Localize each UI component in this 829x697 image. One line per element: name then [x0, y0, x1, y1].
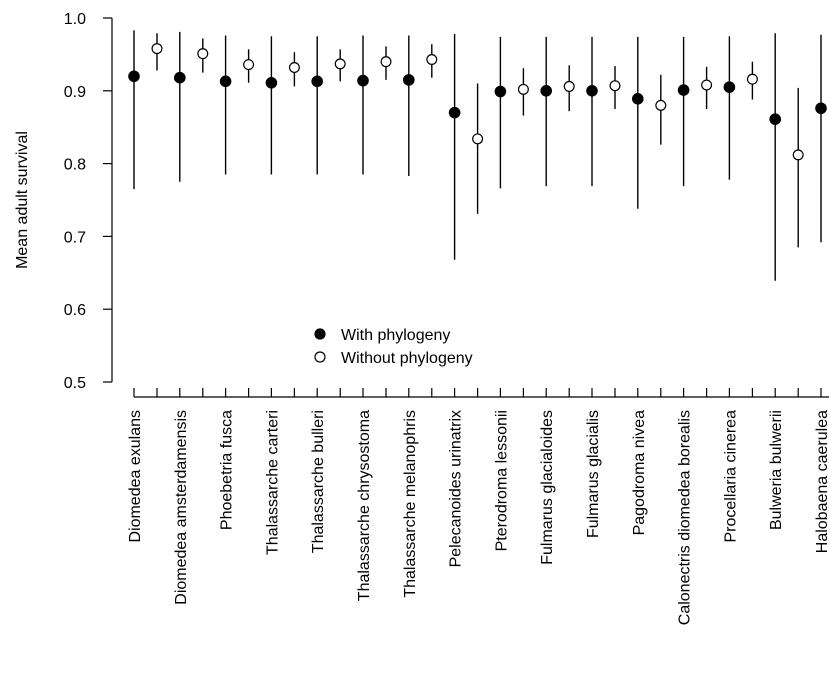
- x-axis: Diomedea exulans Diomedea amsterdamensis P…: [127, 388, 829, 625]
- point-without-phylogeny-calonectris-diomedea-borealis: [701, 79, 713, 91]
- point-with-phylogeny-thalassarche-melanophris: [402, 74, 415, 86]
- y-axis-title: Mean adult survival: [14, 131, 31, 269]
- point-without-phylogeny-phoebetria-fusca: [243, 59, 255, 71]
- x-tick-label-thalassarche-carteri: Thalassarche carteri: [264, 410, 281, 555]
- point-without-phylogeny-fulmarus-glacialoides: [563, 80, 575, 92]
- x-tick-label-thalassarche-chrysostoma: Thalassarche chrysostoma: [356, 410, 373, 601]
- y-tick-label: 0.6: [64, 302, 86, 319]
- y-tick-label: 0.5: [64, 375, 86, 392]
- point-with-phylogeny-diomedea-exulans: [128, 70, 140, 83]
- point-with-phylogeny-thalassarche-chrysostoma: [357, 74, 369, 87]
- point-without-phylogeny-thalassarche-chrysostoma: [380, 56, 392, 68]
- point-with-phylogeny-pterodroma-lessonii: [494, 85, 507, 98]
- legend: With phylogeny Without phylogeny: [314, 327, 473, 367]
- x-tick-label-calonectris-diomedea-borealis: Calonectris diomedea borealis: [677, 410, 694, 625]
- point-with-phylogeny-pagodroma-nivea: [631, 93, 644, 105]
- x-tick-label-diomedea-amsterdamensis: Diomedea amsterdamensis: [173, 410, 190, 605]
- point-with-phylogeny-procellaria-cinerea: [723, 81, 736, 93]
- x-tick-label-bulweria-bulwerii: Bulweria bulwerii: [768, 410, 785, 530]
- point-with-phylogeny-bulweria-bulwerii: [769, 113, 781, 125]
- x-tick-label-pagodroma-nivea: Pagodroma nivea: [631, 410, 648, 536]
- y-tick-label: 0.8: [64, 157, 86, 174]
- x-tick-label-phoebetria-fusca: Phoebetria fusca: [219, 410, 236, 530]
- point-with-phylogeny-halobaena-caerulea: [815, 102, 827, 115]
- point-without-phylogeny-pterodroma-lessonii: [517, 83, 529, 95]
- x-tick-label-pterodroma-lessonii: Pterodroma lessonii: [493, 410, 510, 551]
- x-tick-label-fulmarus-glacialoides: Fulmarus glacialoides: [539, 410, 556, 565]
- point-with-phylogeny-fulmarus-glacialis: [586, 85, 598, 97]
- x-tick-label-pelecanoides-urinatrix: Pelecanoides urinatrix: [448, 410, 465, 567]
- error-bars: [133, 30, 822, 281]
- point-without-phylogeny-fulmarus-glacialis: [609, 80, 621, 92]
- y-tick-label: 1.0: [64, 11, 86, 28]
- point-without-phylogeny-thalassarche-melanophris: [426, 53, 438, 65]
- x-tick-label-procellaria-cinerea: Procellaria cinerea: [722, 410, 739, 543]
- y-tick-label: 0.7: [64, 229, 86, 246]
- x-tick-label-thalassarche-bulleri: Thalassarche bulleri: [310, 410, 327, 553]
- x-tick-label-halobaena-caerulea: Halobaena caerulea: [814, 410, 829, 553]
- point-without-phylogeny-pelecanoides-urinatrix: [472, 133, 484, 145]
- legend-label-without-phylogeny: Without phylogeny: [341, 350, 473, 367]
- point-with-phylogeny-pelecanoides-urinatrix: [448, 106, 461, 119]
- x-tick-label-thalassarche-melanophris: Thalassarche melanophris: [402, 410, 419, 598]
- x-tick-label-diomedea-exulans: Diomedea exulans: [127, 410, 144, 543]
- legend-label-with-phylogeny: With phylogeny: [341, 327, 450, 344]
- point-with-phylogeny-calonectris-diomedea-borealis: [677, 84, 690, 96]
- point-with-phylogeny-thalassarche-carteri: [265, 76, 278, 89]
- legend-marker-without-phylogeny: [314, 351, 326, 363]
- y-tick-label: 0.9: [64, 84, 86, 101]
- point-with-phylogeny-phoebetria-fusca: [219, 75, 232, 88]
- legend-marker-with-phylogeny: [314, 328, 326, 340]
- point-without-phylogeny-pagodroma-nivea: [655, 99, 667, 111]
- point-without-phylogeny-procellaria-cinerea: [746, 73, 758, 85]
- point-with-phylogeny-fulmarus-glacialoides: [540, 85, 552, 97]
- point-without-phylogeny-bulweria-bulwerii: [792, 149, 804, 161]
- point-without-phylogeny-diomedea-amsterdamensis: [197, 48, 209, 60]
- point-without-phylogeny-thalassarche-carteri: [288, 62, 300, 74]
- data-points: [128, 43, 827, 161]
- point-without-phylogeny-thalassarche-bulleri: [334, 58, 346, 70]
- x-tick-label-fulmarus-glacialis: Fulmarus glacialis: [585, 410, 602, 538]
- y-axis: 0.5 0.6 0.7 0.8 0.9 1.0: [64, 11, 113, 392]
- point-without-phylogeny-diomedea-exulans: [151, 43, 163, 55]
- point-with-phylogeny-diomedea-amsterdamensis: [174, 71, 186, 84]
- point-with-phylogeny-thalassarche-bulleri: [311, 75, 323, 88]
